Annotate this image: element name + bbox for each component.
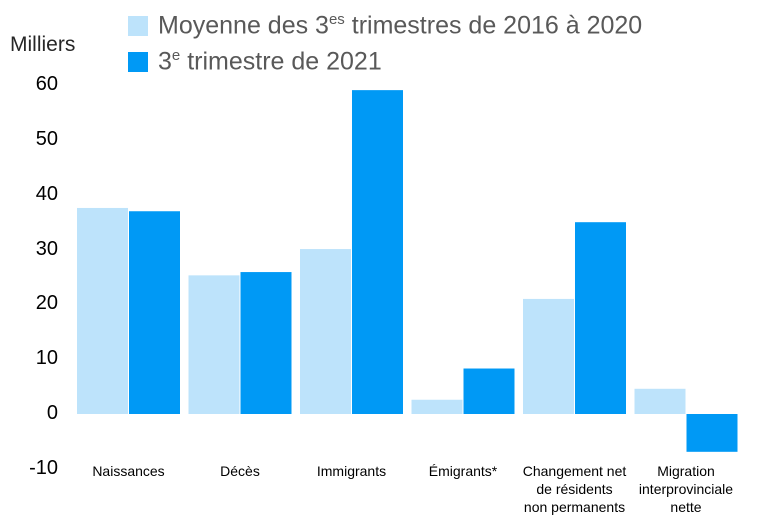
y-tick-label: 50 (35, 128, 58, 150)
bar-series1-5 (634, 388, 686, 414)
bar-series1-1 (188, 275, 240, 414)
legend-swatch-average (128, 16, 148, 36)
legend-label-2021: 3e trimestre de 2021 (158, 47, 382, 76)
y-tick-label: 10 (35, 347, 58, 370)
bar-series1-4 (523, 298, 574, 414)
bar-series2-1 (240, 272, 292, 414)
x-tick-label: Émigrants* (428, 463, 498, 479)
legend: Moyenne des 3es trimestres de 2016 à 202… (128, 8, 642, 80)
bar-series2-2 (352, 90, 403, 415)
y-tick-label: -10 (29, 456, 58, 479)
bar-series2-3 (463, 368, 515, 414)
bar-series1-3 (411, 399, 463, 414)
y-tick-label: 0 (46, 402, 58, 424)
legend-swatch-2021 (128, 52, 148, 72)
legend-label-average: Moyenne des 3es trimestres de 2016 à 202… (158, 11, 643, 40)
bar-series2-0 (129, 211, 180, 414)
x-tick-label: Naissances (92, 463, 165, 479)
x-tick-label: Décès (220, 463, 260, 479)
bar-series1-0 (77, 207, 128, 414)
x-tick-label: Immigrants (316, 463, 387, 479)
y-tick-label: 60 (35, 73, 58, 96)
bar-series2-5 (686, 414, 738, 452)
x-tick-label: Changement net de résidents non permanents (522, 463, 627, 515)
legend-item-2021: 3e trimestre de 2021 (128, 44, 642, 80)
y-tick-label: 40 (35, 182, 58, 205)
legend-item-average: Moyenne des 3es trimestres de 2016 à 202… (128, 8, 642, 44)
x-tick-label: Migration interprovinciale nette (638, 463, 734, 515)
y-tick-label: 30 (35, 237, 58, 260)
y-axis-label: Milliers (10, 33, 76, 56)
bar-series1-2 (300, 249, 351, 414)
y-tick-label: 20 (35, 292, 58, 315)
bar-series2-4 (575, 222, 626, 414)
